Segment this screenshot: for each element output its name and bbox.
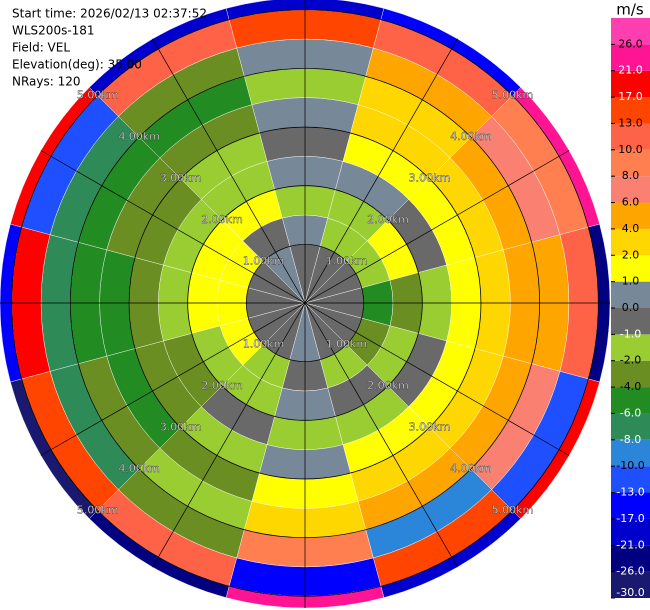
colorbar-label: -2.0 — [620, 354, 641, 367]
colorbar-label: -10.0 — [616, 459, 644, 472]
colorbar-segment — [611, 518, 650, 546]
range-label: 4.00km — [118, 462, 160, 475]
colorbar-label: 13.0 — [618, 116, 643, 129]
overlay: 1.00km 1.00km 1.00km 1.00km 2.00km 2.00km 2.00… — [0, 0, 610, 608]
spoke — [304, 150, 570, 304]
colorbar-segment — [611, 571, 650, 598]
colorbar-segment — [611, 387, 650, 414]
colorbar-segment — [611, 466, 650, 493]
colorbar-segment — [611, 360, 650, 388]
spoke — [304, 38, 458, 304]
colorbar-label: 6.0 — [622, 196, 640, 209]
colorbar-label: -4.0 — [620, 380, 641, 393]
colorbar-segment — [611, 334, 650, 361]
range-label: 4.00km — [450, 130, 492, 143]
range-label: 1.00km — [243, 255, 285, 268]
colorbar-title: m/s — [616, 1, 644, 19]
colorbar-label: 26.0 — [618, 37, 643, 50]
colorbar-label: 17.0 — [618, 90, 643, 103]
colorbar-label: 2.0 — [622, 248, 640, 261]
info-line: Start time: 2026/02/13 02:37:52 — [12, 7, 207, 21]
range-label: 2.00km — [201, 379, 243, 392]
range-ring — [245, 243, 365, 363]
colorbar-label: 1.0 — [622, 275, 640, 288]
colorbar-label: -21.0 — [616, 538, 644, 551]
range-label: 4.00km — [450, 462, 492, 475]
range-ring — [187, 185, 423, 421]
spoke — [40, 302, 306, 456]
spoke — [152, 302, 306, 568]
range-ring — [11, 9, 599, 597]
colorbar-segment — [611, 176, 650, 203]
range-label: 3.00km — [160, 420, 202, 433]
colorbar-segment — [611, 413, 650, 440]
range-label: 3.00km — [160, 172, 202, 185]
range-label: 3.00km — [409, 172, 451, 185]
colorbar-segment — [611, 492, 650, 519]
colorbar-segment — [611, 202, 650, 229]
range-label: 5.00km — [77, 503, 119, 516]
spoke — [304, 302, 570, 456]
colorbar-segment — [611, 97, 650, 124]
colorbar-label: -26.0 — [616, 565, 644, 578]
colorbar-segment — [611, 281, 650, 308]
range-label: 2.00km — [367, 379, 409, 392]
colorbar-label: -17.0 — [616, 512, 644, 525]
colorbar-segment — [611, 70, 650, 98]
colorbar-label: 21.0 — [618, 64, 643, 77]
spoke — [40, 150, 306, 304]
range-label: 1.00km — [326, 255, 368, 268]
colorbar-label: 4.0 — [622, 222, 640, 235]
colorbar-segment — [611, 255, 650, 282]
colorbar-segment — [611, 44, 650, 71]
colorbar-label: -13.0 — [616, 486, 644, 499]
range-label: 2.00km — [367, 213, 409, 226]
range-label: 5.00km — [492, 89, 534, 102]
colorbar-segment — [611, 308, 650, 335]
colorbar-label: 0.0 — [622, 301, 640, 314]
range-label: 4.00km — [118, 130, 160, 143]
info-line: Field: VEL — [12, 41, 70, 55]
colorbar-segment — [611, 228, 650, 256]
colorbar-label: 10.0 — [618, 143, 643, 156]
info-line: NRays: 120 — [12, 75, 81, 89]
colorbar-segment — [611, 439, 650, 467]
range-label: 3.00km — [409, 420, 451, 433]
colorbar-label: -1.0 — [620, 327, 641, 340]
colorbar-segment — [611, 123, 650, 150]
colorbar-label: -30.0 — [616, 586, 644, 599]
colorbar-segment — [611, 18, 650, 45]
spoke — [152, 38, 306, 304]
range-label: 2.00km — [201, 213, 243, 226]
range-label: 5.00km — [77, 89, 119, 102]
info-line: WLS200s-181 — [12, 24, 95, 38]
range-ring — [128, 126, 482, 480]
range-label: 1.00km — [243, 337, 285, 350]
colorbar-label: 8.0 — [622, 169, 640, 182]
colorbar-segment — [611, 149, 650, 177]
range-label: 5.00km — [492, 503, 534, 516]
colorbar-label: -8.0 — [620, 433, 641, 446]
colorbar-label: -6.0 — [620, 406, 641, 419]
range-label: 1.00km — [326, 337, 368, 350]
colorbar-segment — [611, 545, 650, 572]
spoke — [304, 302, 458, 568]
info-line: Elevation(deg): 35.00 — [12, 58, 142, 72]
range-ring — [69, 67, 541, 539]
